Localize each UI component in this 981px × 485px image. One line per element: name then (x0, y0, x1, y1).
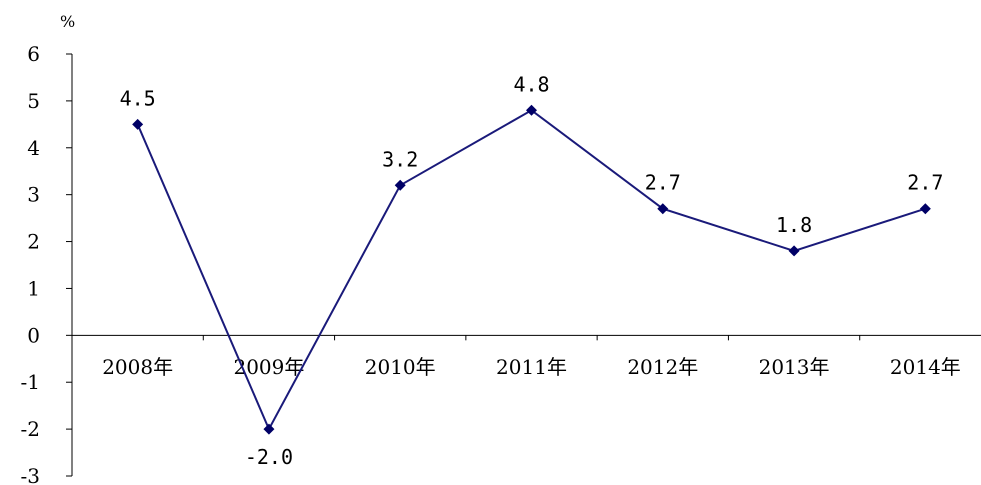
y-tick-label: 5 (27, 89, 40, 113)
y-tick-label: -2 (21, 417, 40, 441)
x-category-label: 2008年 (102, 355, 173, 379)
y-unit-label: % (60, 12, 75, 31)
x-category-label: 2012年 (627, 355, 698, 379)
y-tick-label: 1 (27, 276, 40, 300)
series-line (136, 109, 926, 432)
y-tick-label: 4 (27, 136, 40, 160)
data-label: 4.8 (513, 72, 549, 96)
y-ticks: 6 5 4 3 2 1 0 -1 -2 -3 (21, 42, 72, 485)
y-tick-label: -1 (21, 370, 40, 394)
data-point-marker (263, 423, 275, 435)
y-tick-label: 6 (27, 42, 40, 66)
data-labels-group: 4.5 -2.0 3.2 4.8 2.7 1.8 2.7 (120, 72, 944, 469)
x-category-label: 2009年 (233, 355, 304, 379)
x-category-label: 2011年 (496, 355, 567, 379)
data-point-marker (788, 245, 800, 257)
data-label: 1.8 (776, 213, 812, 237)
x-axis-group: 2008年 2009年 2010年 2011年 2012年 2013年 2014年 (72, 334, 981, 379)
x-category-label: 2014年 (890, 355, 961, 379)
data-point-marker (394, 179, 406, 191)
y-tick-label: -3 (21, 464, 40, 485)
data-label: 3.2 (382, 147, 418, 171)
series-group (132, 104, 931, 435)
data-point-marker (526, 104, 537, 116)
y-tick-label: 2 (27, 230, 40, 254)
data-label: 4.5 (120, 86, 156, 110)
data-point-marker (657, 203, 669, 215)
data-point-marker (132, 118, 144, 130)
y-tick-label: 0 (27, 323, 40, 347)
data-label: -2.0 (245, 445, 293, 469)
data-point-marker (919, 203, 931, 215)
y-tick-label: 3 (27, 183, 40, 207)
x-category-label: 2010年 (365, 355, 436, 379)
x-category-label: 2013年 (759, 355, 830, 379)
data-label: 2.7 (907, 171, 943, 195)
data-label: 2.7 (645, 171, 681, 195)
